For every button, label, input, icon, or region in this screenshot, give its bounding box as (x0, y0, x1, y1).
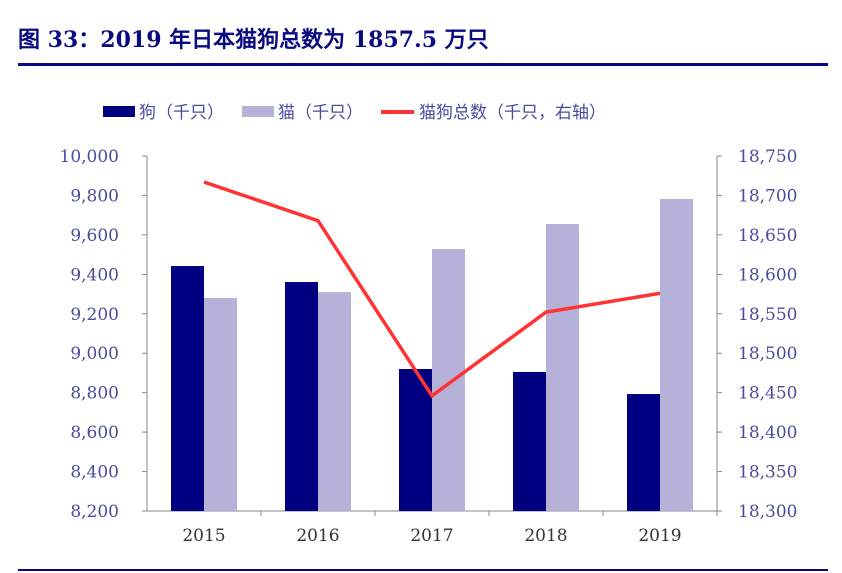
right-tick-label: 18,550 (738, 305, 797, 325)
legend-label-dog: 狗（千只） (139, 103, 224, 123)
legend-label-cat: 猫（千只） (278, 103, 363, 123)
x-tick-label: 2015 (182, 526, 225, 546)
left-tick-label: 9,200 (70, 305, 119, 325)
right-tick-label: 18,350 (738, 463, 797, 483)
cat-bar (432, 249, 465, 512)
right-tick-label: 18,400 (738, 423, 797, 443)
left-tick-label: 8,600 (70, 423, 119, 443)
x-tick-label: 2018 (524, 526, 567, 546)
left-tick-label: 8,400 (70, 463, 119, 483)
left-tick-label: 9,600 (70, 226, 119, 246)
left-tick-label: 8,200 (70, 502, 119, 522)
legend-swatch-dog (103, 106, 135, 117)
right-tick-label: 18,650 (738, 226, 797, 246)
legend-label-total: 猫狗总数（千只，右轴） (419, 103, 606, 123)
x-tick-label: 2017 (410, 526, 453, 546)
left-tick-label: 9,000 (70, 344, 119, 364)
x-tick-label: 2019 (638, 526, 681, 546)
right-tick-label: 18,700 (738, 186, 797, 206)
dog-bar (513, 371, 546, 511)
dog-bar (171, 266, 204, 511)
right-tick-label: 18,500 (738, 344, 797, 364)
left-tick-label: 8,800 (70, 384, 119, 404)
right-tick-label: 18,600 (738, 265, 797, 285)
right-tick-label: 18,300 (738, 502, 797, 522)
cat-bar (546, 224, 579, 511)
legend-swatch-cat (242, 106, 274, 117)
title-rule (18, 63, 828, 66)
x-tick-label: 2016 (296, 526, 339, 546)
right-tick-label: 18,750 (738, 147, 797, 167)
cat-bar (660, 198, 693, 511)
dog-bar (627, 394, 660, 511)
total-line (203, 180, 661, 399)
left-tick-label: 10,000 (60, 147, 119, 167)
cat-bar (204, 298, 237, 511)
left-tick-label: 9,400 (70, 265, 119, 285)
dog-bar (399, 369, 432, 511)
figure-title: 图 33：2019 年日本猫狗总数为 1857.5 万只 (18, 27, 489, 53)
bottom-rule (18, 569, 828, 571)
right-tick-label: 18,450 (738, 384, 797, 404)
left-tick-label: 9,800 (70, 186, 119, 206)
cat-bar (318, 292, 351, 511)
dog-bar (285, 282, 318, 511)
